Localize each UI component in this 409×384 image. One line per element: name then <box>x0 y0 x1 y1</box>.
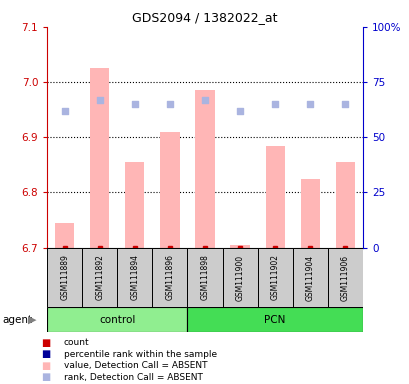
Bar <box>257 248 292 307</box>
Text: GSM111898: GSM111898 <box>200 255 209 300</box>
Text: count: count <box>63 338 89 347</box>
Point <box>201 97 208 103</box>
Bar <box>335 162 354 248</box>
Text: ■: ■ <box>41 349 50 359</box>
Bar <box>230 245 249 248</box>
Text: ▶: ▶ <box>28 314 36 325</box>
Bar <box>292 248 327 307</box>
Text: GSM111906: GSM111906 <box>340 254 349 301</box>
Text: rank, Detection Call = ABSENT: rank, Detection Call = ABSENT <box>63 372 202 382</box>
Text: value, Detection Call = ABSENT: value, Detection Call = ABSENT <box>63 361 207 370</box>
Point <box>61 108 68 114</box>
Bar <box>90 68 109 248</box>
Bar <box>187 248 222 307</box>
Text: PCN: PCN <box>264 314 285 325</box>
Point <box>131 101 138 107</box>
Bar <box>152 248 187 307</box>
Bar <box>195 90 214 248</box>
Point <box>166 101 173 107</box>
Text: percentile rank within the sample: percentile rank within the sample <box>63 349 216 359</box>
Point <box>236 108 243 114</box>
Text: control: control <box>99 314 135 325</box>
Text: GSM111896: GSM111896 <box>165 255 174 300</box>
Point <box>96 97 103 103</box>
Bar <box>300 179 319 248</box>
Text: GSM111904: GSM111904 <box>305 254 314 301</box>
Bar <box>160 132 179 248</box>
Bar <box>187 307 362 332</box>
Bar <box>222 248 257 307</box>
Text: agent: agent <box>2 314 32 325</box>
Text: GSM111889: GSM111889 <box>60 255 69 300</box>
Bar <box>117 248 152 307</box>
Bar <box>47 248 82 307</box>
Point <box>306 101 313 107</box>
Text: GSM111892: GSM111892 <box>95 255 104 300</box>
Bar <box>82 248 117 307</box>
Text: ■: ■ <box>41 361 50 371</box>
Text: GSM111902: GSM111902 <box>270 255 279 300</box>
Title: GDS2094 / 1382022_at: GDS2094 / 1382022_at <box>132 11 277 24</box>
Text: GSM111894: GSM111894 <box>130 255 139 300</box>
Point <box>271 101 278 107</box>
Text: GSM111900: GSM111900 <box>235 254 244 301</box>
Bar <box>55 223 74 248</box>
Point <box>341 101 348 107</box>
Bar <box>125 162 144 248</box>
Text: ■: ■ <box>41 372 50 382</box>
Bar <box>265 146 284 248</box>
Bar <box>47 307 187 332</box>
Bar <box>327 248 362 307</box>
Text: ■: ■ <box>41 338 50 348</box>
